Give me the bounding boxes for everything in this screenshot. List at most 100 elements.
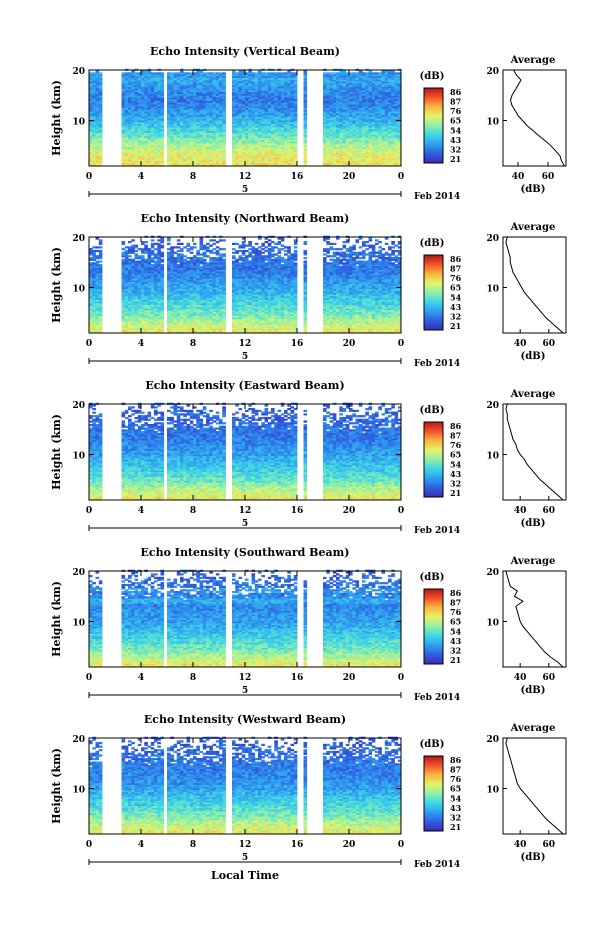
heatmap-cell [131, 141, 135, 144]
heatmap-cell [170, 105, 174, 109]
heatmap-cell [196, 98, 200, 101]
heatmap-cell [189, 118, 194, 121]
heatmap-cell [89, 97, 93, 100]
heatmap-cell [261, 127, 265, 130]
heatmap-cell [186, 125, 191, 128]
heatmap-cell [261, 121, 265, 124]
heatmap-cell [128, 98, 132, 101]
heatmap-cell [232, 123, 236, 126]
heatmap-cell [245, 82, 249, 86]
heatmap-cell [167, 75, 171, 78]
heatmap-cell [170, 116, 174, 119]
heatmap-cell [248, 155, 252, 158]
heatmap-cell [199, 141, 204, 144]
heatmap-cell [173, 144, 178, 147]
heatmap-cell [186, 153, 191, 156]
heatmap-cell [144, 146, 148, 149]
heatmap-cell [245, 100, 249, 103]
heatmap-cell [189, 157, 194, 160]
heatmap-cell [232, 148, 236, 151]
heatmap-cell [92, 102, 96, 105]
heatmap-cell [193, 74, 197, 77]
heatmap-cell [137, 100, 142, 103]
heatmap-cell [251, 104, 256, 107]
heatmap-cell [254, 144, 259, 147]
heatmap-cell [202, 158, 207, 162]
heatmap-cell [128, 90, 132, 93]
heatmap-cell [154, 114, 158, 117]
heatmap-cell [95, 91, 100, 94]
heatmap-cell [232, 86, 236, 89]
heatmap-cell [144, 132, 148, 135]
heatmap-cell [124, 81, 129, 84]
heatmap-cell [254, 130, 259, 133]
heatmap-cell [141, 158, 145, 162]
heatmap-cell [150, 84, 155, 87]
heatmap-cell [264, 72, 269, 75]
heatmap-cell [206, 86, 210, 89]
heatmap-cell [131, 164, 135, 167]
heatmap-cell [189, 109, 194, 112]
heatmap-cell [258, 139, 262, 142]
heatmap-cell [157, 118, 161, 121]
heatmap-cell [170, 79, 174, 82]
heatmap-cell [95, 137, 100, 140]
heatmap-cell [196, 141, 200, 144]
heatmap-cell [167, 125, 171, 128]
heatmap-cell [245, 137, 249, 140]
heatmap-cell [150, 90, 155, 93]
heatmap-cell [235, 74, 239, 77]
heatmap-cell [209, 86, 213, 89]
heatmap-cell [89, 162, 93, 165]
heatmap-cell [144, 82, 148, 86]
heatmap-cell [98, 164, 103, 167]
heatmap-cell [154, 75, 158, 78]
heatmap-cell [196, 81, 200, 84]
heatmap-cell [147, 112, 152, 116]
heatmap-cell [232, 102, 236, 105]
heatmap-cell [241, 130, 246, 133]
heatmap-cell [251, 141, 256, 144]
y-tick-label: 10 [72, 118, 85, 128]
heatmap-cell [173, 90, 178, 93]
heatmap-cell [186, 114, 191, 117]
heatmap-cell [232, 109, 236, 112]
heatmap-cell [202, 127, 207, 130]
heatmap-cell [157, 146, 161, 149]
heatmap-cell [183, 109, 187, 112]
heatmap-cell [261, 91, 265, 94]
heatmap-cell [212, 102, 217, 105]
heatmap-cell [193, 98, 197, 101]
heatmap-cell [251, 72, 256, 75]
heatmap-cell [124, 155, 129, 158]
heatmap-cell [170, 146, 174, 149]
heatmap-cell [212, 109, 217, 112]
heatmap-cell [98, 95, 103, 98]
heatmap-cell [196, 84, 200, 87]
heatmap-cell [131, 75, 135, 78]
heatmap-cell [202, 86, 207, 89]
heatmap-cell [206, 98, 210, 101]
heatmap-cell [222, 141, 226, 144]
heatmap-cell [167, 82, 171, 86]
heatmap-cell [251, 157, 256, 160]
heatmap-cell [183, 150, 187, 153]
heatmap-cell [241, 120, 246, 123]
heatmap-cell [137, 86, 142, 89]
heatmap-cell [141, 109, 145, 112]
heatmap-cell [141, 248, 145, 251]
heatmap-cell [147, 155, 152, 158]
heatmap-cell [219, 148, 223, 151]
heatmap-cell [248, 116, 252, 119]
heatmap-cell [160, 158, 165, 162]
heatmap-cell [98, 128, 103, 132]
heatmap-cell [147, 160, 152, 163]
heatmap-cell [180, 102, 184, 105]
heatmap-cell [173, 127, 178, 130]
heatmap-cell [173, 105, 178, 109]
heatmap-cell [147, 75, 152, 78]
heatmap-cell [173, 158, 178, 162]
heatmap-cell [176, 120, 181, 123]
heatmap-cell [134, 123, 139, 126]
heatmap-cell [147, 111, 152, 114]
